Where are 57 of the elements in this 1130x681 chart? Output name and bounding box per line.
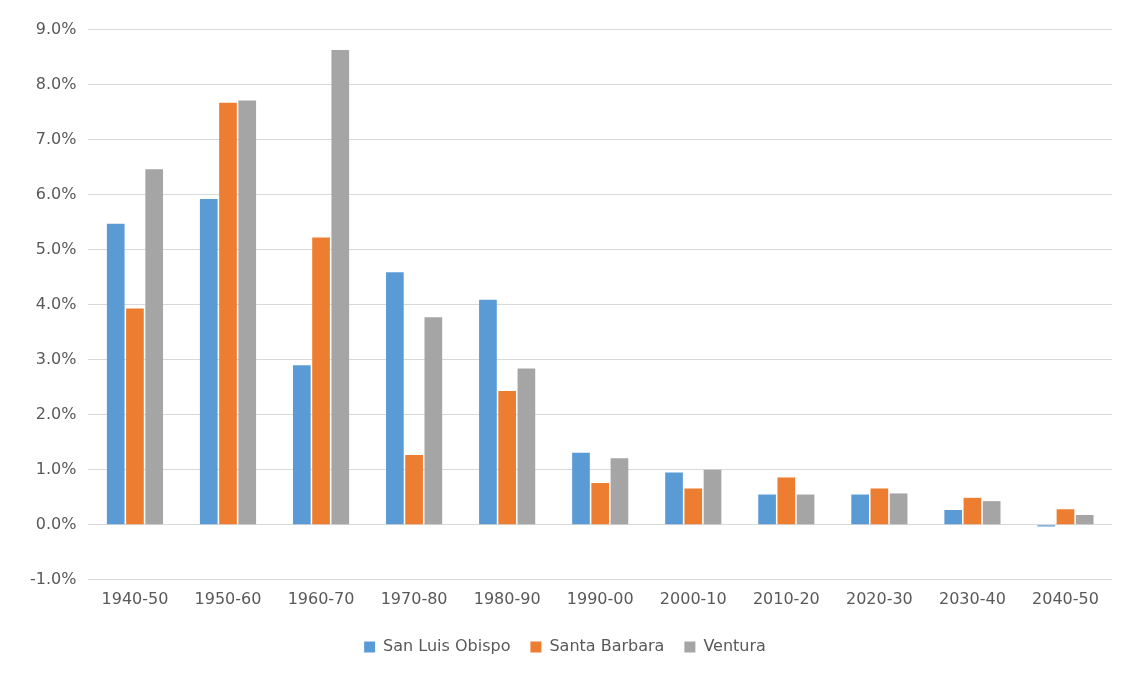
x-tick-label: 1990-00 [566, 588, 634, 608]
bar [145, 169, 164, 525]
bar [963, 497, 982, 525]
bar [219, 102, 237, 525]
bar [405, 454, 423, 525]
x-tick-label: 2040-50 [1032, 588, 1099, 608]
bar [889, 493, 908, 525]
bar [777, 477, 796, 525]
bar [1075, 514, 1094, 525]
y-tick-label: 2.0% [35, 403, 77, 423]
bar [851, 494, 869, 525]
legend-label: Ventura [703, 636, 766, 656]
y-tick-label: 3.0% [35, 348, 77, 368]
bar [591, 482, 610, 525]
bar [703, 469, 722, 525]
bar [312, 237, 330, 525]
bar [331, 49, 350, 525]
legend-label: San Luis Obispo [383, 636, 511, 656]
x-tick-label: 2010-20 [752, 588, 820, 608]
bar [479, 299, 497, 525]
bar [498, 391, 517, 525]
y-tick-label: 0.0% [35, 513, 77, 533]
y-tick-label: 6.0% [35, 183, 77, 203]
y-tick-label: 7.0% [35, 128, 77, 148]
legend-label: Santa Barbara [549, 636, 665, 656]
bar [386, 272, 404, 525]
x-tick-label: 1970-80 [380, 588, 448, 608]
bar [610, 458, 629, 525]
bar [684, 488, 703, 525]
bar [199, 199, 218, 525]
y-tick-label: 5.0% [35, 238, 77, 258]
bar [238, 100, 257, 525]
x-tick-label: 2000-10 [659, 588, 727, 608]
y-tick-label: 8.0% [35, 73, 77, 93]
x-tick-label: 1960-70 [287, 588, 355, 608]
y-tick-label: -1.0% [30, 568, 77, 588]
bar [1056, 509, 1075, 525]
bar [944, 509, 963, 525]
y-tick-label: 1.0% [35, 458, 77, 478]
bar [870, 488, 889, 525]
bar [292, 365, 311, 525]
y-tick-label: 4.0% [35, 293, 77, 313]
bar [982, 501, 1001, 525]
y-tick-label: 9.0% [35, 18, 77, 38]
bar [665, 472, 683, 525]
x-tick-label: 2020-30 [845, 588, 913, 608]
x-tick-label: 2030-40 [938, 588, 1006, 608]
bar [126, 308, 144, 525]
x-tick-label: 1980-90 [473, 588, 541, 608]
bar [106, 223, 125, 525]
bar [572, 452, 590, 525]
bar [758, 494, 776, 525]
bar [424, 317, 443, 525]
x-tick-label: 1950-60 [194, 588, 262, 608]
bar [517, 368, 536, 525]
x-tick-label: 1940-50 [101, 588, 169, 608]
bar [796, 494, 815, 525]
